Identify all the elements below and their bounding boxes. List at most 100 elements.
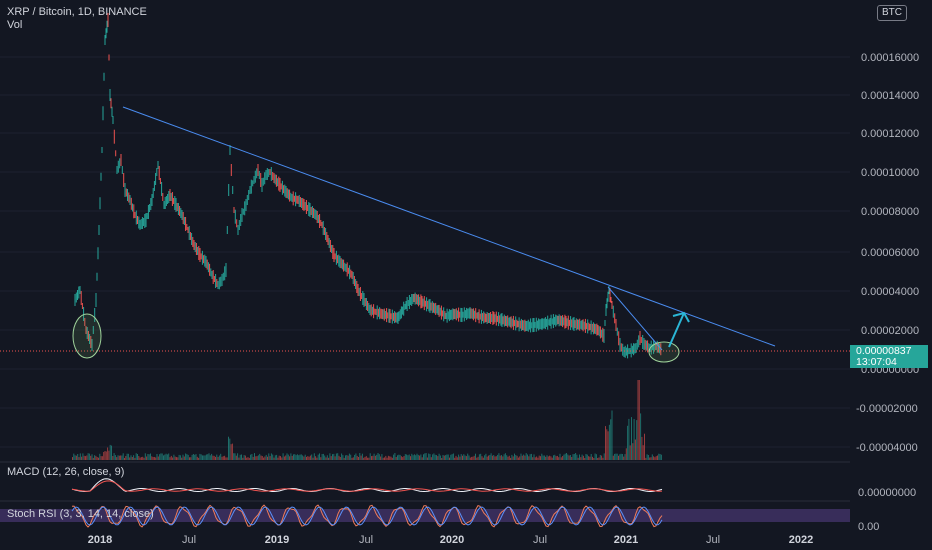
volume-bar bbox=[400, 456, 402, 460]
volume-bar bbox=[190, 457, 192, 460]
volume-bar bbox=[459, 456, 461, 460]
stoch-d-line bbox=[71, 506, 663, 526]
volume-bar bbox=[389, 456, 391, 460]
accumulation-ellipse-2017[interactable] bbox=[72, 313, 102, 359]
symbol-title[interactable]: XRP / Bitcoin, 1D, BINANCE bbox=[7, 6, 147, 18]
volume-bar bbox=[359, 453, 361, 460]
volume-bar bbox=[160, 453, 162, 460]
volume-bar bbox=[655, 456, 657, 460]
volume-bar bbox=[259, 453, 261, 460]
volume-bar bbox=[592, 456, 593, 460]
volume-bar bbox=[194, 454, 196, 460]
volume-bar bbox=[100, 456, 102, 460]
volume-bar bbox=[118, 455, 120, 460]
volume-bar bbox=[540, 456, 541, 460]
volume-bar bbox=[207, 454, 209, 460]
volume-bar bbox=[432, 454, 434, 460]
trendline[interactable] bbox=[122, 106, 776, 347]
volume-bar bbox=[382, 457, 384, 460]
price-axis-label: 0.00016000 bbox=[861, 52, 919, 64]
volume-bar bbox=[575, 453, 577, 460]
volume-bar bbox=[247, 457, 249, 460]
volume-bar bbox=[179, 455, 181, 460]
volume-bar bbox=[429, 454, 431, 460]
time-axis[interactable]: 2018 Jul 2019 Jul 2020 Jul 2021 Jul 2022 bbox=[88, 534, 813, 546]
time-axis-label: 2019 bbox=[265, 534, 289, 546]
volume-bar bbox=[586, 454, 588, 460]
volume-bar bbox=[127, 453, 129, 460]
macd-label[interactable]: MACD (12, 26, close, 9) bbox=[7, 466, 125, 478]
accumulation-ellipse-2021[interactable] bbox=[648, 341, 680, 363]
volume-bar bbox=[215, 456, 216, 460]
volume-bar bbox=[629, 445, 631, 460]
stoch-band bbox=[0, 509, 850, 522]
volume-bar bbox=[361, 453, 363, 460]
volume-bar bbox=[507, 456, 509, 460]
volume-bar bbox=[250, 454, 252, 460]
volume-bar bbox=[398, 454, 400, 460]
last-price-tag: 0.00000837 13:07:04 bbox=[850, 345, 928, 368]
time-axis-label: Jul bbox=[706, 534, 720, 546]
volume-bar bbox=[433, 453, 435, 460]
volume-bar bbox=[174, 456, 176, 460]
volume-bar bbox=[140, 457, 142, 460]
breakout-arrow[interactable] bbox=[668, 311, 690, 348]
volume-bar bbox=[421, 457, 423, 460]
volume-bar bbox=[196, 456, 198, 460]
volume-bar bbox=[138, 456, 140, 460]
volume-bar bbox=[404, 454, 406, 460]
volume-bar bbox=[165, 453, 167, 460]
volume-bar bbox=[291, 455, 293, 460]
volume-bar bbox=[637, 380, 639, 460]
volume-bar bbox=[498, 453, 500, 460]
volume-bar bbox=[407, 455, 409, 460]
volume-bar bbox=[337, 453, 339, 460]
volume-bar bbox=[86, 455, 88, 460]
time-axis-label: 2018 bbox=[88, 534, 112, 546]
volume-bar bbox=[134, 457, 136, 460]
volume-bar bbox=[216, 454, 218, 460]
volume-bar bbox=[280, 456, 281, 460]
price-axis-label: 0.00004000 bbox=[861, 286, 919, 298]
volume-bar bbox=[212, 455, 214, 460]
volume-bar bbox=[296, 454, 298, 460]
volume-bar bbox=[549, 455, 551, 460]
volume-bar bbox=[290, 453, 292, 460]
volume-bar bbox=[377, 453, 379, 460]
volume-bar bbox=[627, 425, 629, 460]
volume-bar bbox=[554, 454, 556, 460]
volume-bar bbox=[311, 454, 313, 460]
volume-bar bbox=[104, 451, 106, 460]
price-axis[interactable]: 0.00016000 0.00014000 0.00012000 0.00010000… bbox=[856, 52, 919, 454]
currency-badge[interactable]: BTC bbox=[877, 5, 907, 21]
time-axis-label: Jul bbox=[182, 534, 196, 546]
volume-bar bbox=[654, 457, 656, 460]
volume-bar bbox=[192, 454, 194, 460]
volume-bar bbox=[173, 454, 175, 460]
trendline-short[interactable] bbox=[607, 286, 663, 351]
volume-bar bbox=[658, 453, 660, 460]
volume-bar bbox=[342, 455, 344, 460]
volume-bar bbox=[516, 455, 518, 460]
volume-bar bbox=[386, 457, 388, 460]
volume-bar bbox=[542, 455, 544, 460]
volume-bar bbox=[523, 454, 525, 460]
price-axis-label: 0.00006000 bbox=[861, 247, 919, 259]
volume-bar bbox=[324, 455, 326, 460]
volume-bar bbox=[595, 454, 597, 460]
volume-bar bbox=[309, 455, 311, 460]
volume-bar bbox=[189, 457, 190, 460]
volume-bar bbox=[333, 453, 335, 460]
volume-bar bbox=[640, 413, 642, 460]
volume-bar bbox=[420, 454, 422, 460]
time-axis-label: 2022 bbox=[789, 534, 813, 546]
stoch-rsi-label[interactable]: Stoch RSI (3, 3, 14, 14, close) bbox=[7, 508, 154, 520]
volume-bar bbox=[356, 455, 358, 460]
price-axis-label: 0.00014000 bbox=[861, 90, 919, 102]
volume-bar bbox=[79, 453, 81, 460]
volume-bar bbox=[467, 453, 469, 460]
volume-bar bbox=[633, 419, 635, 460]
volume-bar bbox=[302, 455, 304, 460]
volume-label[interactable]: Vol bbox=[7, 19, 23, 31]
